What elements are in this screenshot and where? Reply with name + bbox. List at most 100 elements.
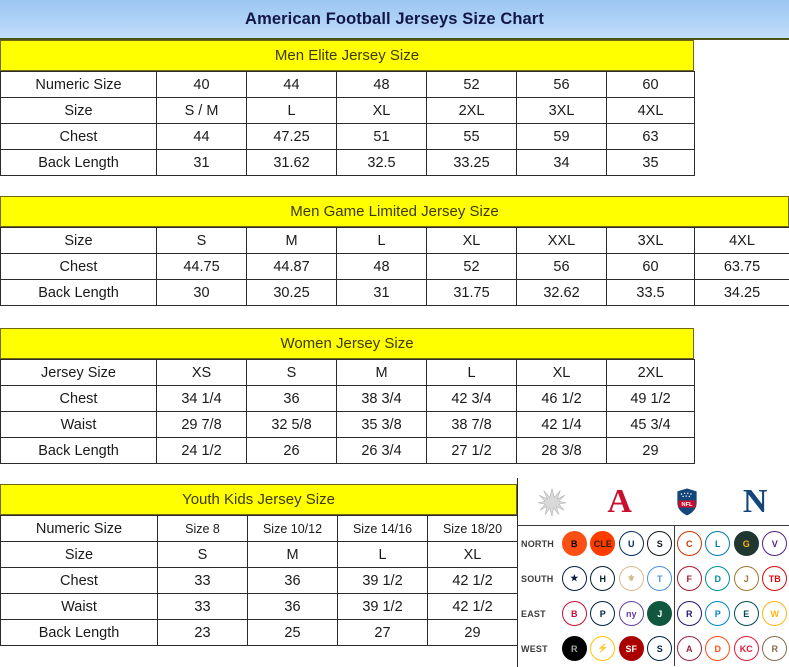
table-cell: 26 3/4	[336, 437, 427, 464]
table-row: Back Length 24 1/2 26 26 3/4 27 1/2 28 3/8 29	[0, 437, 695, 464]
saints-logo-icon: ⚜	[618, 566, 644, 591]
ravens-logo-icon: R	[676, 601, 702, 626]
table-cell: 36	[247, 567, 338, 594]
table-cell: 32.5	[336, 149, 427, 176]
table-cell: 44	[246, 71, 337, 98]
sunburst-icon	[537, 487, 567, 516]
falcons-logo-icon: F	[676, 566, 702, 591]
patriots-logo-icon: P	[590, 601, 616, 626]
nfl-shield-label: NFL	[682, 502, 694, 508]
table-cell: S	[156, 227, 247, 254]
table-cell: 32.62	[516, 279, 607, 306]
nfc-logo-slot: N	[721, 484, 789, 519]
table-cell: 56	[516, 253, 607, 280]
table-cell: L	[336, 227, 427, 254]
page-title: American Football Jerseys Size Chart	[245, 9, 544, 28]
table-cell: 32 5/8	[246, 411, 337, 438]
table-row: Size S / M L XL 2XL 3XL 4XL	[0, 97, 695, 124]
table-cell: 56	[516, 71, 607, 98]
colts-logo-icon: U	[618, 531, 644, 556]
table-cell: M	[246, 227, 337, 254]
sunburst-icon-slot	[518, 487, 586, 517]
table-cell: 33	[157, 567, 248, 594]
division-row: NORTH B CLE U S C L G V	[518, 526, 789, 561]
table-cell: 4XL	[694, 227, 789, 254]
dolphins-logo-icon: D	[705, 566, 731, 591]
division-label: EAST	[521, 608, 546, 619]
packers-logo-icon: G	[733, 531, 759, 556]
table-cell: 4XL	[606, 97, 695, 124]
table-cell: 23	[157, 619, 248, 646]
row-label: Back Length	[0, 437, 157, 464]
jets-logo-icon: J	[647, 601, 673, 626]
section-title: Men Elite Jersey Size	[274, 47, 420, 64]
table-cell: 31	[156, 149, 247, 176]
seahawks-logo-icon: S	[647, 636, 673, 661]
table-cell: 38 3/4	[336, 385, 427, 412]
table-cell: 42 3/4	[426, 385, 517, 412]
table-cell: 27 1/2	[426, 437, 517, 464]
table-cell: XS	[156, 359, 247, 386]
table-cell: Size 14/16	[337, 515, 428, 542]
table-cell: 26	[246, 437, 337, 464]
vikings-logo-icon: V	[762, 531, 788, 556]
table-cell: 42 1/2	[427, 593, 518, 620]
bengals-logo-icon: B	[561, 531, 587, 556]
row-label: Waist	[0, 411, 157, 438]
table-cell: XXL	[516, 227, 607, 254]
row-label: Numeric Size	[0, 515, 158, 542]
team-group-afc: R ⚡ SF S	[560, 631, 675, 666]
team-group-nfc: F D J TB	[675, 561, 789, 596]
table-cell: 31.75	[426, 279, 517, 306]
table-cell: S	[157, 541, 248, 568]
table-cell: 28 3/8	[516, 437, 607, 464]
table-women: Jersey Size XS S M L XL 2XL Chest 34 1/4 36 38 3/4…	[0, 359, 695, 464]
table-cell: Size 8	[157, 515, 248, 542]
table-cell: 2XL	[606, 359, 695, 386]
table-row: Back Length 31 31.62 32.5 33.25 34 35	[0, 149, 695, 176]
table-cell: 42 1/4	[516, 411, 607, 438]
table-cell: 47.25	[246, 123, 337, 150]
table-cell: 30.25	[246, 279, 337, 306]
section-title: Women Jersey Size	[280, 335, 414, 352]
table-cell: 29	[427, 619, 518, 646]
table-men-game-limited: Size S M L XL XXL 3XL 4XL Chest 44.75 44.87 48 52 56 6…	[0, 227, 789, 306]
table-row: Numeric Size 40 44 48 52 56 60	[0, 71, 695, 98]
table-cell: XL	[336, 97, 427, 124]
steelers-logo-icon: S	[647, 531, 673, 556]
section-header-men-elite: Men Elite Jersey Size	[0, 40, 694, 71]
table-cell: 3XL	[516, 97, 607, 124]
table-cell: 24 1/2	[156, 437, 247, 464]
division-label: SOUTH	[521, 573, 554, 584]
section-header-youth-kids: Youth Kids Jersey Size	[0, 484, 517, 515]
table-cell: 52	[426, 71, 517, 98]
table-cell: 44	[156, 123, 247, 150]
row-label: Back Length	[0, 619, 158, 646]
row-label: Waist	[0, 593, 158, 620]
table-cell: 2XL	[426, 97, 517, 124]
section-header-men-game-limited: Men Game Limited Jersey Size	[0, 196, 789, 227]
table-row: Numeric Size Size 8 Size 10/12 Size 14/16 Si…	[0, 515, 518, 542]
row-label: Size	[0, 227, 157, 254]
table-row: Waist 33 36 39 1/2 42 1/2	[0, 593, 518, 620]
afc-logo-icon: A	[607, 482, 632, 520]
section-title: Men Game Limited Jersey Size	[290, 203, 499, 220]
table-cell: 44.87	[246, 253, 337, 280]
table-cell: L	[246, 97, 337, 124]
table-cell: XL	[426, 227, 517, 254]
table-cell: 3XL	[606, 227, 695, 254]
table-cell: Size 18/20	[427, 515, 518, 542]
table-row: Size S M L XL	[0, 541, 518, 568]
table-cell: 42 1/2	[427, 567, 518, 594]
table-cell: 49 1/2	[606, 385, 695, 412]
table-cell: 27	[337, 619, 428, 646]
table-cell: 31.62	[246, 149, 337, 176]
jaguars-logo-icon: J	[733, 566, 759, 591]
table-cell: 34.25	[694, 279, 789, 306]
table-cell: 59	[516, 123, 607, 150]
table-cell: 34	[516, 149, 607, 176]
